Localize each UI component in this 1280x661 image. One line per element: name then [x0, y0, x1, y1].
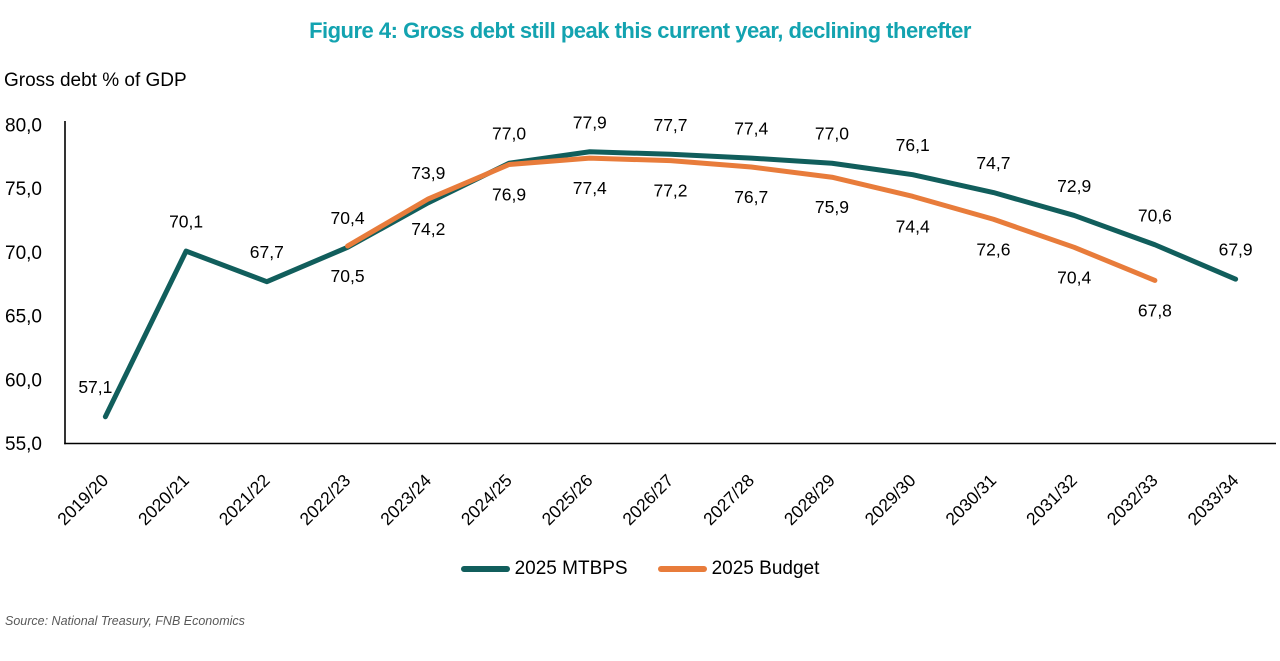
data-label-mtbps: 77,0: [492, 124, 526, 144]
x-tick-label: 2022/23: [296, 470, 355, 529]
data-label-mtbps: 77,7: [653, 115, 687, 135]
data-label-mtbps: 70,4: [331, 208, 365, 228]
data-label-budget: 75,9: [815, 197, 849, 217]
data-label-budget: 77,4: [573, 178, 607, 198]
y-axis-title: Gross debt % of GDP: [4, 70, 187, 91]
data-label-mtbps: 73,9: [411, 163, 445, 183]
series-line-budget: [345, 155, 1158, 283]
data-label-mtbps: 67,7: [250, 242, 284, 262]
data-label-budget: 67,8: [1138, 300, 1172, 320]
y-tick-label: 80,0: [5, 116, 42, 137]
legend-item-mtbps: 2025 MTBPS: [460, 558, 628, 580]
x-tick-label: 2032/33: [1103, 470, 1162, 529]
x-tick-label: 2023/24: [376, 470, 435, 529]
x-tick-label: 2028/29: [780, 470, 839, 529]
data-label-mtbps: 57,1: [78, 377, 112, 397]
y-tick-label: 55,0: [5, 434, 42, 455]
legend-label-mtbps: 2025 MTBPS: [514, 558, 628, 579]
data-label-budget: 74,4: [896, 216, 930, 236]
data-label-budget: 72,6: [976, 239, 1010, 259]
data-label-mtbps: 77,4: [734, 119, 768, 139]
data-label-budget: 77,2: [653, 181, 687, 201]
y-tick-label: 65,0: [5, 307, 42, 328]
x-tick-label: 2021/22: [215, 470, 274, 529]
data-label-mtbps: 77,0: [815, 124, 849, 144]
x-tick-label: 2024/25: [457, 470, 516, 529]
x-tick-label: 2030/31: [941, 470, 1000, 529]
x-tick-label: 2019/20: [53, 470, 112, 529]
mtbps-line-swatch: [460, 566, 510, 572]
data-label-mtbps: 67,9: [1219, 240, 1253, 260]
y-tick-label: 75,0: [5, 179, 42, 200]
y-tick-label: 70,0: [5, 243, 42, 264]
x-tick-label: 2033/34: [1184, 470, 1243, 529]
data-label-mtbps: 77,9: [573, 112, 607, 132]
data-label-budget: 76,7: [734, 187, 768, 207]
data-label-budget: 70,5: [331, 266, 365, 286]
source-note: Source: National Treasury, FNB Economics: [5, 614, 245, 628]
x-tick-label: 2020/21: [134, 470, 193, 529]
data-label-mtbps: 76,1: [896, 135, 930, 155]
legend-item-budget: 2025 Budget: [657, 558, 820, 580]
x-tick-label: 2025/26: [538, 470, 597, 529]
data-label-mtbps: 72,9: [1057, 176, 1091, 196]
data-label-mtbps: 74,7: [976, 153, 1010, 173]
x-tick-label: 2031/32: [1022, 470, 1081, 529]
data-label-budget: 76,9: [492, 184, 526, 204]
chart-title: Figure 4: Gross debt still peak this cur…: [309, 18, 971, 43]
x-tick-label: 2026/27: [618, 470, 677, 529]
series-line-mtbps: [102, 149, 1239, 420]
data-label-budget: 74,2: [411, 219, 445, 239]
data-label-mtbps: 70,6: [1138, 205, 1172, 225]
legend-label-budget: 2025 Budget: [711, 558, 820, 579]
data-label-mtbps: 70,1: [169, 212, 203, 232]
y-tick-label: 60,0: [5, 370, 42, 391]
x-tick-label: 2029/30: [861, 470, 920, 529]
data-label-budget: 70,4: [1057, 267, 1091, 287]
x-tick-label: 2027/28: [699, 470, 758, 529]
budget-line-swatch: [657, 566, 707, 572]
chart-legend: 2025 MTBPS 2025 Budget: [0, 558, 1280, 580]
